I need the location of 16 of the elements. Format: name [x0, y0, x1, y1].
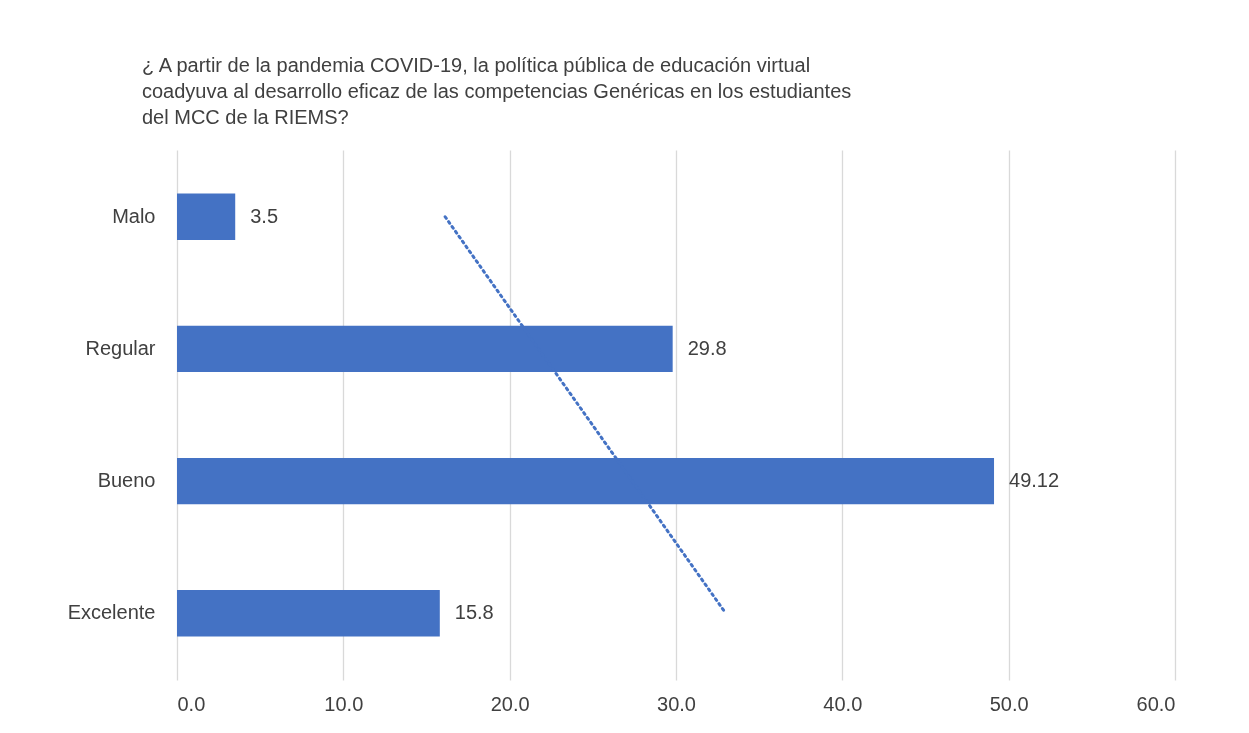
x-tick-label: 50.0 [989, 692, 1029, 715]
data-label: 49.12 [1009, 469, 1060, 492]
data-label: 3.5 [250, 204, 279, 227]
x-tick-label: 60.0 [1136, 692, 1176, 715]
data-label: 15.8 [454, 601, 494, 624]
y-tick-label: Regular [85, 336, 156, 359]
x-tick-label: 10.0 [324, 692, 364, 715]
x-tick-label: 40.0 [823, 692, 863, 715]
y-tick-label: Malo [112, 204, 156, 227]
x-tick-label: 30.0 [657, 692, 696, 715]
x-tick-label: 20.0 [490, 692, 530, 715]
chart-title: ¿ A partir de la pandemia COVID-19, la política pública de educación virtual coadyuva al desarrollo eficaz de las competencias Genéricas en los estudiantes del MCC de la RIEMS? [142, 54, 852, 128]
data-label: 29.8 [687, 336, 727, 359]
y-tick-label: Excelente [67, 601, 156, 624]
y-tick-label: Bueno [97, 469, 156, 492]
x-tick-label: 0.0 [177, 692, 206, 715]
